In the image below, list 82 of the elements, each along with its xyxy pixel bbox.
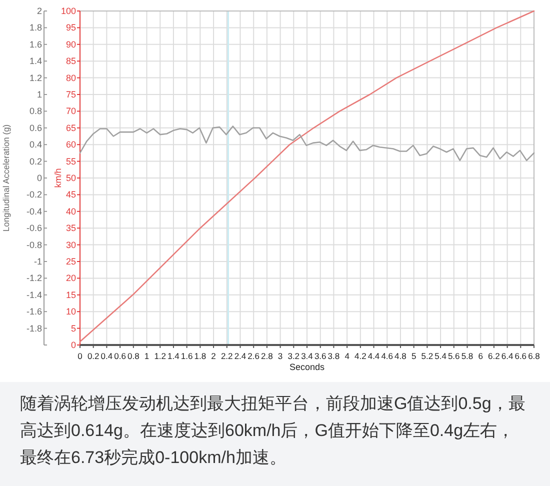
y-tick-label: 80 (66, 72, 76, 83)
x-tick-label: 4.4 (368, 351, 380, 361)
y2-tick-label: 0.4 (29, 140, 42, 150)
x-tick-label: 3.6 (314, 351, 327, 361)
x-tick-label: 2.4 (234, 351, 246, 361)
x-tick-label: 2 (211, 351, 216, 361)
x-tick-label: 4.8 (394, 351, 407, 361)
y-tick-label: 60 (66, 140, 76, 150)
x-axis-title: Seconds (289, 362, 326, 372)
y2-tick-label: 0.8 (29, 106, 42, 116)
x-tick-label: 2.8 (261, 351, 274, 361)
y2-tick-label: -0.8 (26, 240, 42, 250)
x-tick-label: 3 (278, 351, 283, 361)
x-tick-label: 4 (344, 351, 350, 361)
y-tick-label: 65 (66, 122, 76, 133)
y2-tick-label: 1 (36, 90, 42, 100)
y-tick-label: 95 (66, 22, 76, 33)
y2-tick-label: 1.6 (29, 39, 42, 50)
x-tick-label: 5.2 (421, 351, 434, 361)
y-tick-label: 15 (66, 290, 76, 300)
y2-tick-label: -0.6 (26, 223, 42, 234)
y2-tick-label: 2 (36, 6, 42, 16)
x-tick-label: 2.2 (220, 351, 234, 361)
x-tick-label: 6.4 (501, 351, 514, 361)
x-tick-label: 3.4 (301, 351, 314, 361)
y-tick-label: 30 (66, 240, 76, 250)
y2-tick-label: 0.2 (29, 156, 42, 166)
x-tick-label: 0 (78, 351, 83, 361)
y-tick-label: 90 (66, 39, 76, 50)
y-tick-label: 50 (66, 173, 76, 183)
y-tick-label: 45 (66, 190, 76, 200)
x-tick-label: 6.2 (488, 351, 500, 361)
x-tick-label: 0.4 (100, 351, 113, 361)
x-tick-label: 1.6 (180, 351, 193, 361)
x-tick-label: 3.2 (288, 351, 300, 361)
x-tick-label: 0.8 (128, 351, 140, 361)
x-tick-label: 5.6 (448, 351, 460, 361)
y-tick-label: 20 (66, 273, 76, 284)
y2-tick-label: 1.4 (29, 56, 42, 66)
y2-tick-label: -1 (34, 256, 42, 266)
y-tick-label: 85 (66, 56, 76, 66)
y-tick-label: 75 (66, 90, 76, 100)
y-tick-label: 40 (66, 206, 76, 216)
x-tick-label: 1.4 (168, 351, 180, 361)
y2-tick-label: -1.2 (26, 273, 42, 284)
y-tick-label: 5 (70, 323, 76, 334)
y2-axis-title: Longitudinal Acceleration (g) (1, 124, 11, 232)
y-tick-label: 100 (60, 6, 76, 16)
y-tick-label: 0 (70, 340, 76, 350)
x-tick-label: 1.8 (194, 351, 206, 361)
y2-tick-label: -0.2 (26, 190, 42, 200)
y2-tick-label: 1.2 (29, 72, 42, 83)
x-tick-label: 4.6 (381, 351, 394, 361)
y-axis-title: km/h (53, 168, 63, 188)
x-tick-label: 0.6 (114, 351, 126, 361)
y-tick-label: 35 (66, 223, 76, 234)
x-tick-label: 0.2 (87, 351, 100, 361)
line-series (79, 10, 535, 342)
y-tick-label: 70 (66, 106, 76, 116)
text: 随着涡轮增压发动机达到最大扭矩平台，前段加速G值达到0.5g，最高达到0.614g。在速度达到60km/h后，G值开始下降至0.4g左右，最终在6.73秒完成0-100km/h加速。 (20, 393, 526, 469)
y2-tick-label: -1.4 (26, 290, 42, 300)
x-tick-label: 5 (411, 351, 416, 361)
x-tick-label: 6 (478, 351, 484, 361)
y-tick-label: 10 (66, 306, 76, 317)
x-tick-label: 3.8 (328, 351, 340, 361)
y2-tick-label: 0 (36, 173, 42, 183)
y-tick-label: 55 (66, 156, 76, 166)
y2-tick-label: -0.4 (26, 206, 42, 216)
y2-tick-label: -1.8 (26, 323, 42, 334)
y2-tick-label: 1.8 (29, 22, 42, 33)
x-tick-label: 6.8 (528, 351, 540, 361)
x-tick-label: 1.2 (154, 351, 166, 361)
x-tick-label: 1 (144, 351, 150, 361)
x-tick-label: 2.6 (248, 351, 260, 361)
y-tick-label: 25 (66, 256, 76, 266)
x-tick-label: 6.6 (514, 351, 527, 361)
y2-tick-label: 0.6 (29, 122, 42, 133)
line-series (79, 126, 535, 162)
x-tick-label: 5.4 (434, 351, 447, 361)
x-tick-label: 4.2 (354, 351, 367, 361)
y2-tick-label: -1.6 (26, 306, 42, 317)
x-tick-label: 5.8 (461, 351, 474, 361)
